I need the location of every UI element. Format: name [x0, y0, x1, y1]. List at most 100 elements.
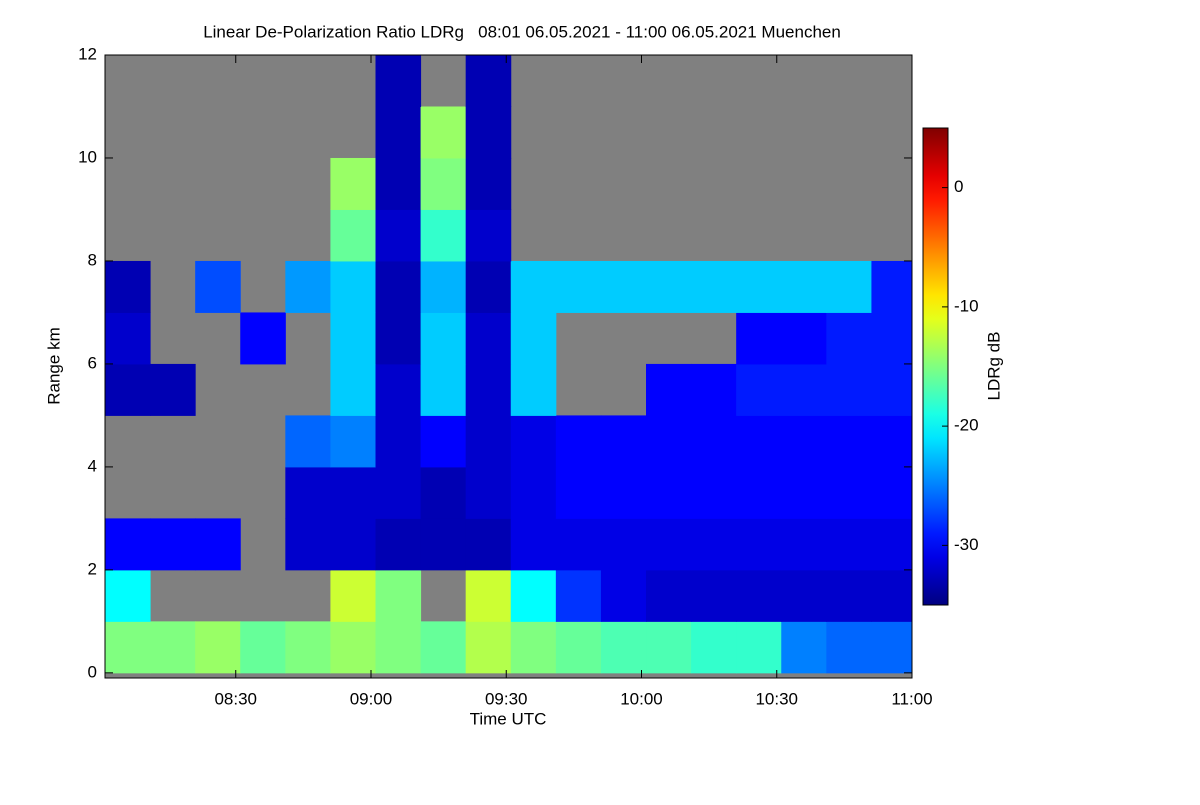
- heatmap-cell: [510, 260, 557, 313]
- axes: 08:30 09:00 09:30 10:00 10:30 11:00 0 2 4 6 8 10 12 0…: [78, 44, 979, 708]
- x-tick-label: 09:00: [350, 689, 393, 708]
- colorbar-tick-label: 0: [954, 177, 963, 196]
- y-tick-label: 0: [88, 662, 97, 681]
- heatmap-cell: [691, 466, 737, 519]
- heatmap-cell: [465, 260, 512, 313]
- heatmap-cell: [375, 312, 422, 365]
- heatmap-cell: [240, 312, 286, 365]
- heatmap-cell: [646, 363, 692, 416]
- heatmap-cell: [871, 466, 912, 519]
- heatmap-cell: [105, 260, 151, 313]
- heatmap-cell: [240, 621, 286, 674]
- y-axis-label: Range km: [44, 327, 63, 404]
- heatmap-cell: [330, 157, 377, 210]
- y-tick-label: 6: [88, 353, 97, 372]
- heatmap-cell: [195, 621, 241, 674]
- heatmap-cell: [330, 569, 377, 622]
- heatmap-cell: [826, 621, 872, 674]
- heatmap-cell: [465, 621, 512, 674]
- heatmap-cell: [555, 260, 602, 313]
- heatmap-cell: [510, 621, 557, 674]
- heatmap-cell: [871, 415, 912, 468]
- x-tick-label: 11:00: [891, 689, 932, 708]
- heatmap-cell: [465, 312, 512, 365]
- heatmap: [105, 55, 912, 678]
- heatmap-cell: [285, 415, 331, 468]
- heatmap-cell: [781, 260, 827, 313]
- heatmap-cell: [330, 621, 377, 674]
- colorbar: [922, 127, 949, 606]
- heatmap-cell: [646, 415, 692, 468]
- heatmap-cell: [465, 55, 512, 107]
- heatmap-cell: [600, 621, 647, 674]
- heatmap-cell: [375, 209, 422, 262]
- heatmap-cell: [555, 466, 602, 519]
- heatmap-cell: [195, 260, 241, 313]
- heatmap-cell: [285, 466, 331, 519]
- heatmap-cell: [375, 106, 422, 159]
- y-tick-label: 8: [88, 250, 97, 269]
- heatmap-cell: [555, 569, 602, 622]
- heatmap-cell: [600, 415, 647, 468]
- heatmap-cell: [330, 466, 377, 519]
- heatmap-cell: [465, 415, 512, 468]
- heatmap-cell: [420, 106, 467, 159]
- colorbar-tick-label: -20: [954, 416, 979, 435]
- heatmap-cell: [105, 363, 151, 416]
- heatmap-cell: [150, 621, 196, 674]
- heatmap-cell: [510, 466, 557, 519]
- heatmap-cell: [375, 363, 422, 416]
- heatmap-cell: [375, 415, 422, 468]
- heatmap-cell: [691, 363, 737, 416]
- heatmap-cell: [510, 569, 557, 622]
- heatmap-cell: [150, 518, 196, 571]
- heatmap-cell: [781, 466, 827, 519]
- heatmap-cell: [330, 312, 377, 365]
- heatmap-cell: [105, 518, 151, 571]
- heatmap-cell: [871, 260, 912, 313]
- heatmap-cell: [600, 518, 647, 571]
- heatmap-cell: [736, 621, 782, 674]
- heatmap-cell: [420, 157, 467, 210]
- heatmap-cell: [736, 415, 782, 468]
- heatmap-cell: [871, 312, 912, 365]
- heatmap-cell: [691, 569, 737, 622]
- heatmap-cell: [736, 569, 782, 622]
- heatmap-cell: [420, 466, 467, 519]
- heatmap-cell: [465, 518, 512, 571]
- y-tick-label: 4: [88, 456, 97, 475]
- heatmap-cell: [555, 621, 602, 674]
- chart-title: Linear De-Polarization Ratio LDRg 08:01 …: [203, 22, 841, 41]
- heatmap-cell: [420, 260, 467, 313]
- plot-frame: [104, 54, 913, 679]
- heatmap-cell: [465, 106, 512, 159]
- heatmap-cell: [510, 415, 557, 468]
- heatmap-cell: [465, 466, 512, 519]
- heatmap-cell: [375, 518, 422, 571]
- heatmap-cell: [555, 518, 602, 571]
- heatmap-cell: [646, 569, 692, 622]
- heatmap-cell: [375, 569, 422, 622]
- heatmap-cell: [420, 209, 467, 262]
- heatmap-cell: [105, 312, 151, 365]
- heatmap-cell: [781, 415, 827, 468]
- heatmap-cell: [736, 312, 782, 365]
- x-tick-label: 09:30: [485, 689, 528, 708]
- heatmap-cell: [691, 621, 737, 674]
- colorbar-tick-label: -10: [954, 296, 979, 315]
- heatmap-cell: [420, 518, 467, 571]
- x-tick-label: 10:30: [755, 689, 798, 708]
- heatmap-cell: [375, 621, 422, 674]
- heatmap-cell: [781, 363, 827, 416]
- heatmap-cell: [600, 260, 647, 313]
- heatmap-cell: [600, 569, 647, 622]
- heatmap-cell: [826, 569, 872, 622]
- heatmap-cell: [510, 312, 557, 365]
- heatmap-cell: [646, 621, 692, 674]
- heatmap-cell: [375, 260, 422, 313]
- heatmap-cell: [105, 621, 151, 674]
- heatmap-cell: [826, 363, 872, 416]
- heatmap-cell: [826, 260, 872, 313]
- heatmap-cell: [285, 260, 331, 313]
